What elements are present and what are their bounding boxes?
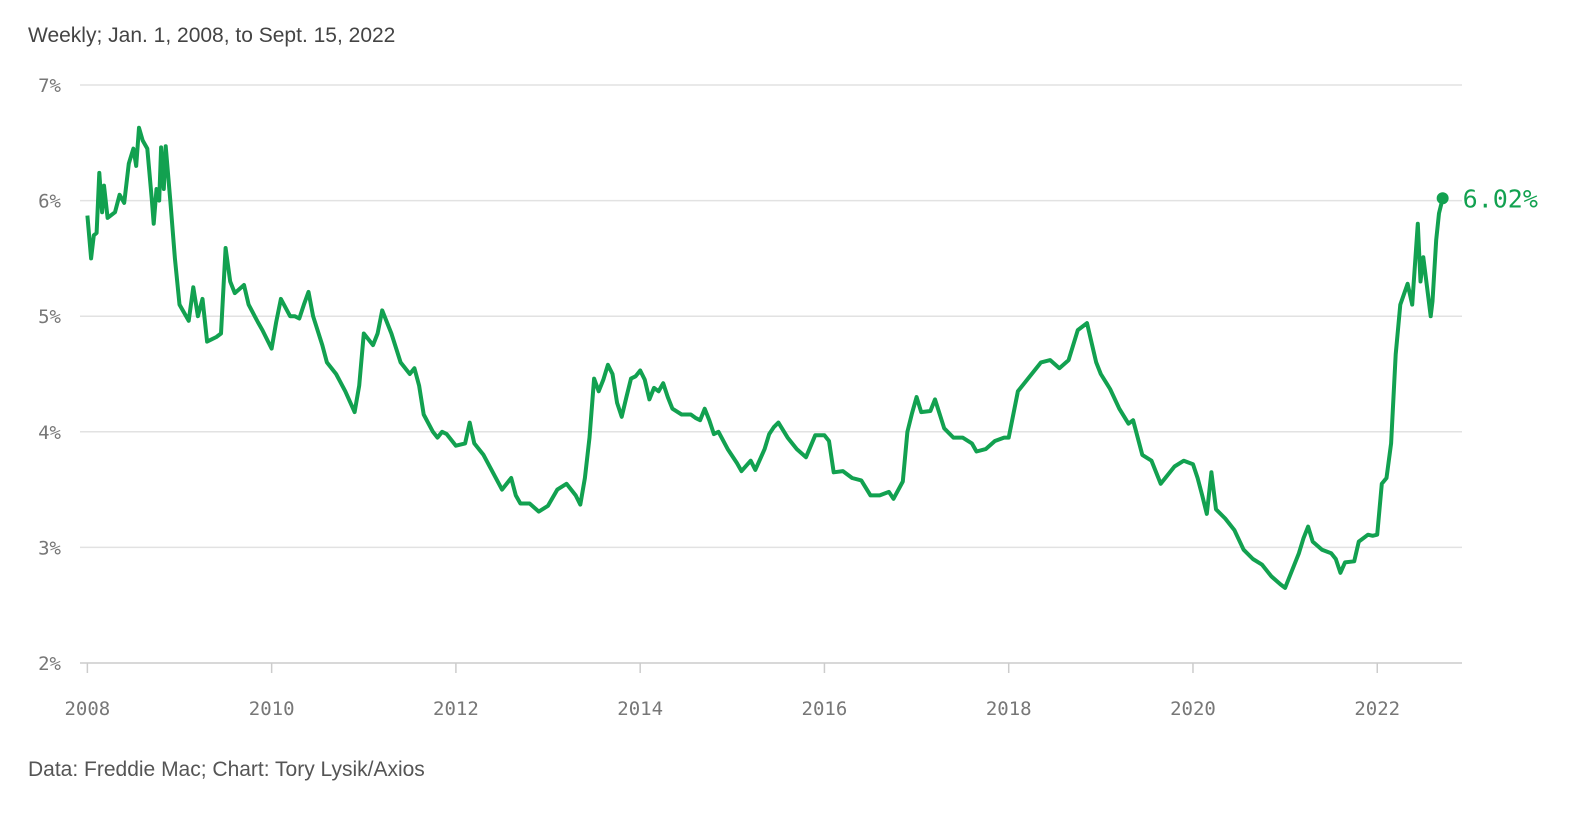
- x-tick-label: 2008: [64, 698, 110, 720]
- y-tick-label: 2%: [38, 653, 61, 675]
- x-tick-label: 2012: [433, 698, 479, 720]
- y-tick-label: 7%: [38, 75, 61, 97]
- line: [85, 125, 1445, 590]
- x-tick-label: 2010: [249, 698, 295, 720]
- end-label: 6.02%: [1463, 184, 1538, 213]
- chart-source: Data: Freddie Mac; Chart: Tory Lysik/Axi…: [28, 758, 425, 781]
- x-tick-label: 2020: [1170, 698, 1216, 720]
- end-dot: [1436, 192, 1449, 205]
- chart-subtitle: Weekly; Jan. 1, 2008, to Sept. 15, 2022: [28, 24, 395, 47]
- x-tick-label: 2018: [986, 698, 1032, 720]
- x-tick-label: 2014: [617, 698, 663, 720]
- x-tick-label: 2016: [802, 698, 848, 720]
- x-tick-label: 2022: [1354, 698, 1400, 720]
- y-tick-label: 4%: [38, 422, 61, 444]
- y-tick-label: 5%: [38, 306, 61, 328]
- y-tick-label: 6%: [38, 191, 61, 213]
- y-tick-label: 3%: [38, 537, 61, 559]
